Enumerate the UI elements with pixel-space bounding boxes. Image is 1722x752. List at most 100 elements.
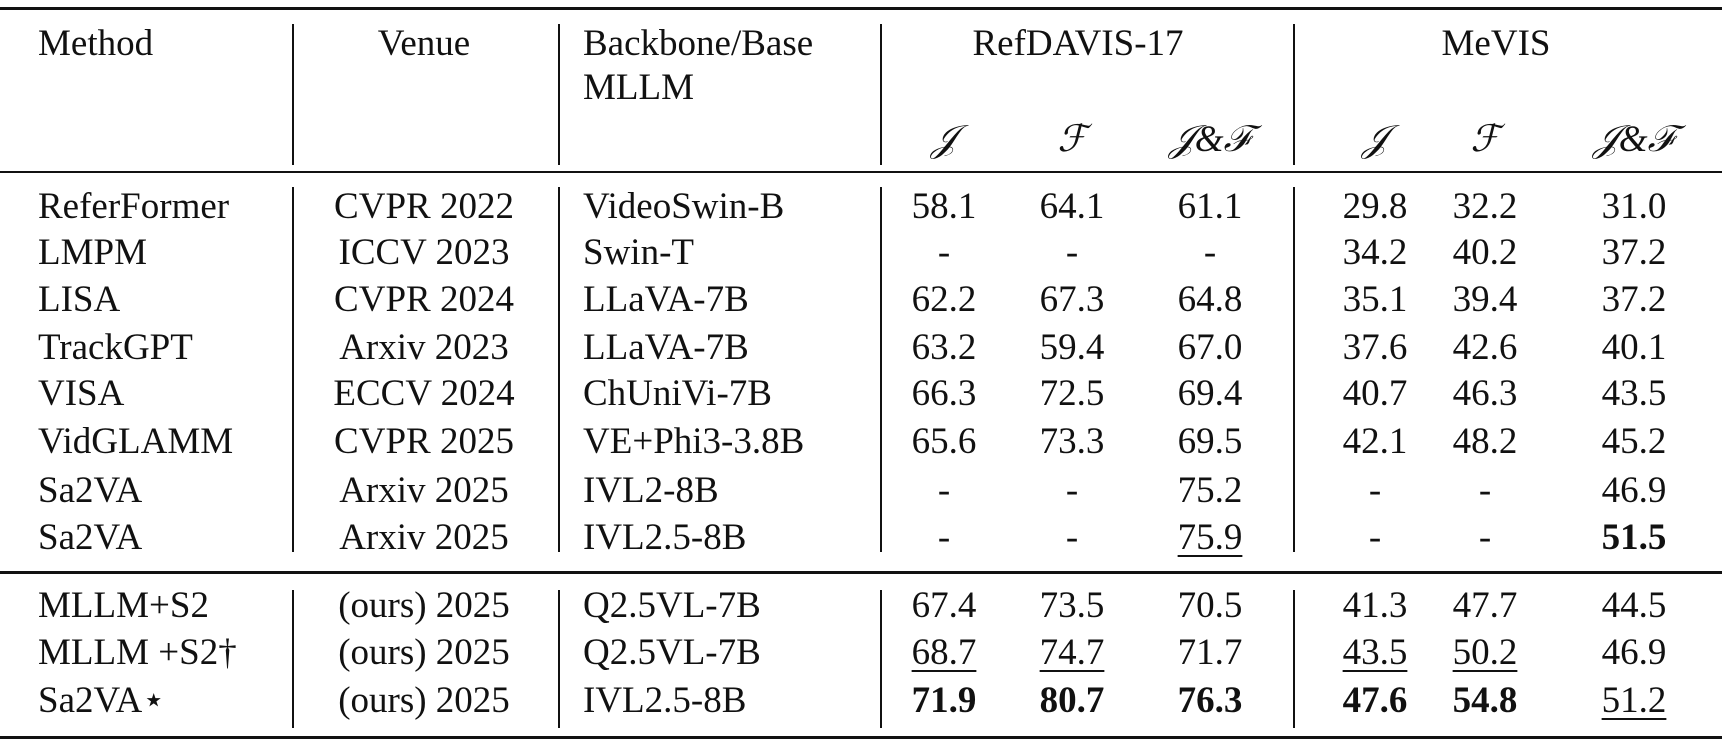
cell: - xyxy=(1065,517,1079,558)
cell: - xyxy=(937,470,951,511)
cell: 46.9 xyxy=(1601,632,1667,673)
method-cell: Sa2VA xyxy=(38,470,143,511)
cell: 70.5 xyxy=(1177,585,1243,626)
column-rule xyxy=(558,590,560,728)
cell: - xyxy=(1065,470,1079,511)
cell: 43.5 xyxy=(1342,632,1408,673)
cell: 40.7 xyxy=(1342,373,1408,414)
cell: 40.2 xyxy=(1452,232,1518,273)
column-rule xyxy=(558,187,560,552)
group-header: MeVIS xyxy=(1441,23,1551,64)
cell: - xyxy=(1368,517,1382,558)
metric-header: 𝒥&ℱ xyxy=(1593,119,1675,160)
cell: 42.1 xyxy=(1342,421,1408,462)
metric-header: 𝒥 xyxy=(1362,119,1388,160)
cell: 68.7 xyxy=(911,632,977,673)
cell: 51.2 xyxy=(1601,680,1667,721)
cell: 71.7 xyxy=(1177,632,1243,673)
method-cell: Sa2VA⋆ xyxy=(38,680,166,721)
cell: Arxiv 2025 xyxy=(339,470,509,511)
cell: 47.7 xyxy=(1452,585,1518,626)
cell: 37.6 xyxy=(1342,327,1408,368)
column-rule xyxy=(880,590,882,728)
cell: 67.4 xyxy=(911,585,977,626)
cell: VideoSwin-B xyxy=(583,186,785,227)
metric-header: ℱ xyxy=(1057,119,1087,160)
cell: ECCV 2024 xyxy=(333,373,515,414)
cell: (ours) 2025 xyxy=(338,632,510,673)
metric-header: 𝒥 xyxy=(931,119,957,160)
cell: 29.8 xyxy=(1342,186,1408,227)
cell: 47.6 xyxy=(1342,680,1408,721)
cell: 32.2 xyxy=(1452,186,1518,227)
cell: 31.0 xyxy=(1601,186,1667,227)
cell: Swin-T xyxy=(583,232,694,273)
column-rule xyxy=(1293,187,1295,552)
column-rule xyxy=(880,24,882,165)
cell: 43.5 xyxy=(1601,373,1667,414)
cell: 76.3 xyxy=(1177,680,1243,721)
cell: - xyxy=(937,517,951,558)
column-rule xyxy=(292,590,294,728)
cell: - xyxy=(1478,517,1492,558)
rule xyxy=(0,7,1722,10)
cell: 62.2 xyxy=(911,279,977,320)
cell: 45.2 xyxy=(1601,421,1667,462)
method-cell: TrackGPT xyxy=(38,327,193,368)
cell: (ours) 2025 xyxy=(338,585,510,626)
cell: 63.2 xyxy=(911,327,977,368)
header-cell: Backbone/Base MLLM xyxy=(583,23,814,108)
cell: IVL2-8B xyxy=(583,470,719,511)
rule xyxy=(0,571,1722,574)
cell: IVL2.5-8B xyxy=(583,680,747,721)
cell: 46.9 xyxy=(1601,470,1667,511)
column-rule xyxy=(292,187,294,552)
cell: - xyxy=(937,232,951,273)
cell: 69.5 xyxy=(1177,421,1243,462)
cell: 65.6 xyxy=(911,421,977,462)
metric-header: ℱ xyxy=(1470,119,1500,160)
cell: 35.1 xyxy=(1342,279,1408,320)
cell: 80.7 xyxy=(1039,680,1105,721)
cell: - xyxy=(1203,232,1217,273)
rule xyxy=(0,736,1722,739)
cell: 73.3 xyxy=(1039,421,1105,462)
cell: 51.5 xyxy=(1601,517,1667,558)
rule xyxy=(0,171,1722,173)
cell: 74.7 xyxy=(1039,632,1105,673)
method-cell: MLLM +S2† xyxy=(38,632,237,673)
cell: 41.3 xyxy=(1342,585,1408,626)
cell: Q2.5VL-7B xyxy=(583,585,761,626)
column-rule xyxy=(880,187,882,552)
cell: Q2.5VL-7B xyxy=(583,632,761,673)
cell: 72.5 xyxy=(1039,373,1105,414)
group-header: RefDAVIS-17 xyxy=(972,23,1184,64)
cell: 58.1 xyxy=(911,186,977,227)
cell: 39.4 xyxy=(1452,279,1518,320)
column-rule xyxy=(1293,590,1295,728)
cell: - xyxy=(1368,470,1382,511)
column-rule xyxy=(292,24,294,165)
cell: 66.3 xyxy=(911,373,977,414)
cell: LLaVA-7B xyxy=(583,327,749,368)
cell: - xyxy=(1065,232,1079,273)
cell: ICCV 2023 xyxy=(338,232,510,273)
cell: 46.3 xyxy=(1452,373,1518,414)
method-cell: ReferFormer xyxy=(38,186,230,227)
method-cell: LMPM xyxy=(38,232,147,273)
cell: 71.9 xyxy=(911,680,977,721)
cell: Arxiv 2023 xyxy=(339,327,509,368)
cell: 48.2 xyxy=(1452,421,1518,462)
cell: IVL2.5-8B xyxy=(583,517,747,558)
cell: (ours) 2025 xyxy=(338,680,510,721)
method-cell: Sa2VA xyxy=(38,517,143,558)
cell: 59.4 xyxy=(1039,327,1105,368)
column-rule xyxy=(558,24,560,165)
cell: CVPR 2022 xyxy=(334,186,514,227)
cell: 40.1 xyxy=(1601,327,1667,368)
cell: CVPR 2025 xyxy=(334,421,514,462)
cell: 67.3 xyxy=(1039,279,1105,320)
method-cell: MLLM+S2 xyxy=(38,585,209,626)
cell: 69.4 xyxy=(1177,373,1243,414)
